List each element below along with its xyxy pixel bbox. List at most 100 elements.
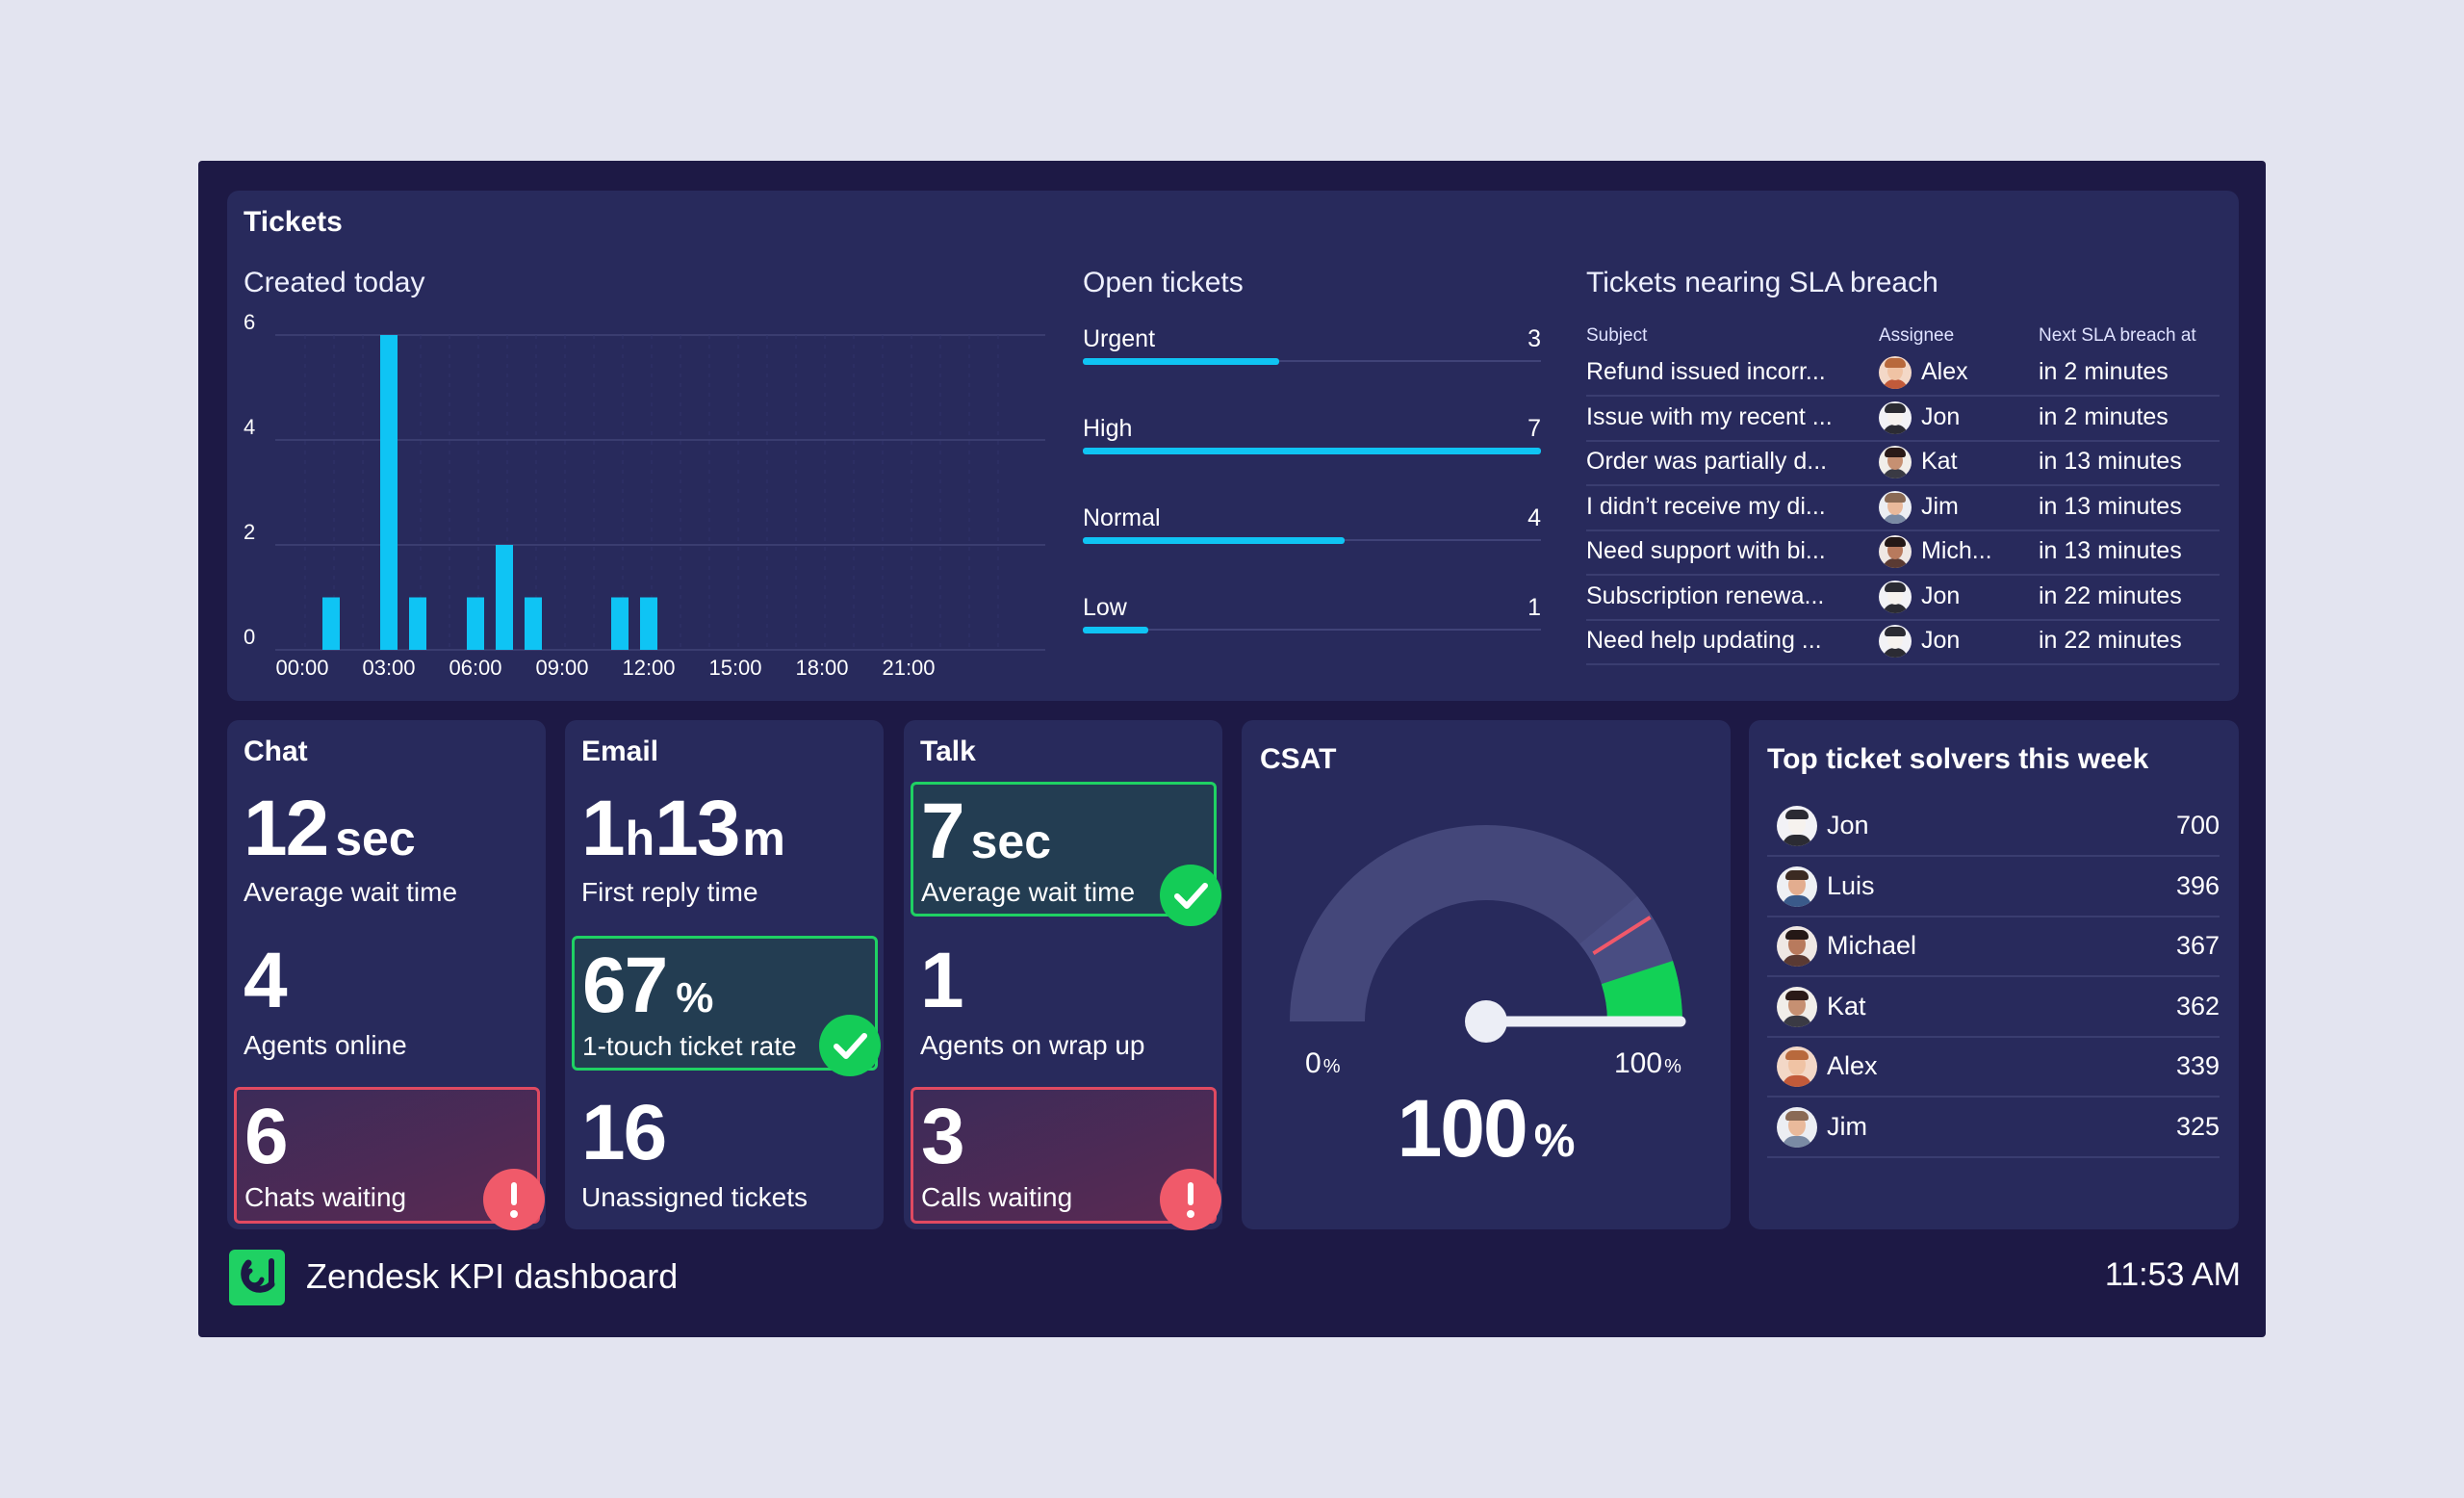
open-ticket-row-high[interactable]: High 7 — [1083, 415, 1541, 482]
talk-wait-unit: sec — [970, 814, 1052, 868]
open-ticket-row-urgent[interactable]: Urgent 3 — [1083, 325, 1541, 393]
email-reply-minutes-unit: m — [742, 812, 785, 865]
sla-table-row[interactable]: Order was partially d... Kat in 13 minutes — [1586, 440, 2220, 486]
open-ticket-label: High — [1083, 415, 1133, 442]
sla-next-breach: in 22 minutes — [2039, 627, 2182, 654]
solver-row[interactable]: Alex 339 — [1767, 1036, 2220, 1098]
bar[interactable] — [525, 597, 542, 651]
solver-name: Kat — [1827, 991, 1866, 1020]
bar[interactable] — [611, 597, 629, 651]
solver-row[interactable]: Jon 700 — [1767, 795, 2220, 857]
bar[interactable] — [496, 545, 513, 650]
y-tick-label: 6 — [244, 310, 255, 334]
wrap-up-value: 1 — [920, 937, 964, 1024]
solver-count: 367 — [2175, 931, 2220, 960]
avatar-icon — [1777, 865, 1817, 907]
csat-gauge — [1290, 825, 1686, 1043]
sla-assignee: Jim — [1921, 492, 1959, 520]
avatar-icon — [1777, 1046, 1817, 1087]
zendesk-logo-icon — [229, 1250, 285, 1305]
sla-table-row[interactable]: Refund issued incorr... Alex in 2 minutes — [1586, 350, 2220, 397]
solver-row[interactable]: Kat 362 — [1767, 976, 2220, 1038]
open-ticket-count: 3 — [1527, 325, 1541, 352]
sla-table-row[interactable]: I didn’t receive my di... Jim in 13 minute… — [1586, 485, 2220, 531]
avatar-icon — [1879, 356, 1912, 389]
avatar-icon — [1777, 806, 1817, 846]
avatar-icon — [1777, 926, 1817, 967]
open-ticket-row-normal[interactable]: Normal 4 — [1083, 504, 1541, 572]
chat-agents-label: Agents online — [244, 1030, 407, 1060]
open-ticket-count: 4 — [1527, 504, 1541, 531]
top-solvers-panel: Top ticket solvers this week Jon 700 Luis 3… — [1749, 720, 2239, 1229]
y-tick-label: 2 — [244, 520, 255, 544]
sla-subject: Issue with my recent ... — [1586, 402, 1833, 430]
csat-value: 100% — [1242, 1082, 1731, 1175]
bar[interactable] — [467, 597, 484, 651]
open-tickets-list: Urgent 3 High 7 Normal 4 Low 1 — [1083, 325, 1541, 672]
avatar-icon — [1879, 580, 1912, 613]
one-touch-number: 67 — [582, 942, 668, 1029]
talk-title: Talk — [920, 736, 976, 767]
sla-next-breach: in 13 minutes — [2039, 537, 2182, 564]
y-tick-label: 4 — [244, 415, 255, 439]
avatar-icon — [1879, 446, 1912, 478]
sla-assignee: Jon — [1921, 402, 1961, 430]
avatar-icon — [1879, 490, 1912, 524]
bar[interactable] — [322, 597, 340, 651]
sla-next-breach: in 13 minutes — [2039, 492, 2182, 520]
sla-header-next: Next SLA breach at — [2039, 325, 2196, 346]
email-reply-hours-unit: h — [625, 812, 655, 865]
sla-next-breach: in 2 minutes — [2039, 358, 2169, 385]
one-touch-unit: % — [676, 974, 714, 1021]
bar[interactable] — [640, 597, 657, 651]
chat-wait-label: Average wait time — [244, 877, 458, 907]
talk-wait-check-icon — [1160, 865, 1221, 926]
sla-subject: Refund issued incorr... — [1586, 358, 1826, 385]
x-tick-label: 21:00 — [882, 656, 935, 680]
sla-table-row[interactable]: Issue with my recent ... Jon in 2 minutes — [1586, 396, 2220, 442]
csat-value-unit: % — [1533, 1116, 1576, 1167]
sla-assignee: Mich... — [1921, 537, 1992, 564]
open-ticket-count: 7 — [1527, 415, 1541, 442]
avatar-icon — [1777, 986, 1817, 1027]
chat-wait-number: 12 — [244, 785, 329, 872]
footer-time: 11:53 AM — [2104, 1256, 2241, 1293]
csat-min-number: 0 — [1305, 1047, 1322, 1079]
solver-row[interactable]: Luis 396 — [1767, 856, 2220, 917]
open-tickets-title: Open tickets — [1083, 267, 1244, 298]
gauge-target-marker — [1592, 916, 1652, 955]
sla-table-row[interactable]: Need support with bi... Mich... in 13 minu… — [1586, 529, 2220, 576]
sla-subject: I didn’t receive my di... — [1586, 492, 1826, 520]
created-today-chart: 0 2 4 6 00:00 03:00 06:00 09:00 12:00 15:00 18:00 2… — [244, 310, 1045, 680]
one-touch-label: 1-touch ticket rate — [582, 1031, 797, 1061]
open-ticket-bar — [1083, 358, 1279, 365]
solver-name: Jon — [1827, 811, 1869, 839]
csat-max-number: 100 — [1614, 1047, 1663, 1079]
talk-panel: Talk 7 sec Average wait time 1 Agents on … — [904, 720, 1222, 1230]
solver-count: 325 — [2175, 1111, 2220, 1141]
chats-waiting-alert-icon — [483, 1169, 545, 1230]
bar[interactable] — [409, 597, 426, 651]
unassigned-label: Unassigned tickets — [581, 1182, 808, 1212]
sla-assignee: Alex — [1921, 358, 1968, 385]
talk-wait-label: Average wait time — [921, 877, 1136, 907]
solver-row[interactable]: Michael 367 — [1767, 916, 2220, 977]
open-ticket-row-low[interactable]: Low 1 — [1083, 594, 1541, 661]
bar[interactable] — [380, 335, 398, 650]
sla-table-row[interactable]: Need help updating ... Jon in 22 minutes — [1586, 619, 2220, 665]
top-solvers-list: Jon 700 Luis 396 Michael 367 Kat 362 Alex 339 Jim 3… — [1767, 795, 2220, 1200]
sla-table-row[interactable]: Subscription renewa... Jon in 22 minutes — [1586, 575, 2220, 621]
talk-wait-number: 7 — [921, 788, 965, 875]
sla-next-breach: in 13 minutes — [2039, 448, 2182, 475]
chats-waiting-label: Chats waiting — [244, 1182, 407, 1212]
chat-agents-value: 4 — [244, 937, 288, 1024]
gauge-track — [1290, 825, 1682, 1021]
open-ticket-track — [1083, 629, 1541, 631]
avatar-icon — [1879, 535, 1912, 568]
top-solvers-title: Top ticket solvers this week — [1767, 743, 2149, 775]
solver-row[interactable]: Jim 325 — [1767, 1097, 2220, 1158]
open-ticket-bar — [1083, 537, 1345, 544]
sla-title: Tickets nearing SLA breach — [1586, 267, 1938, 298]
calls-waiting-label: Calls waiting — [921, 1182, 1073, 1212]
open-ticket-count: 1 — [1527, 594, 1541, 621]
